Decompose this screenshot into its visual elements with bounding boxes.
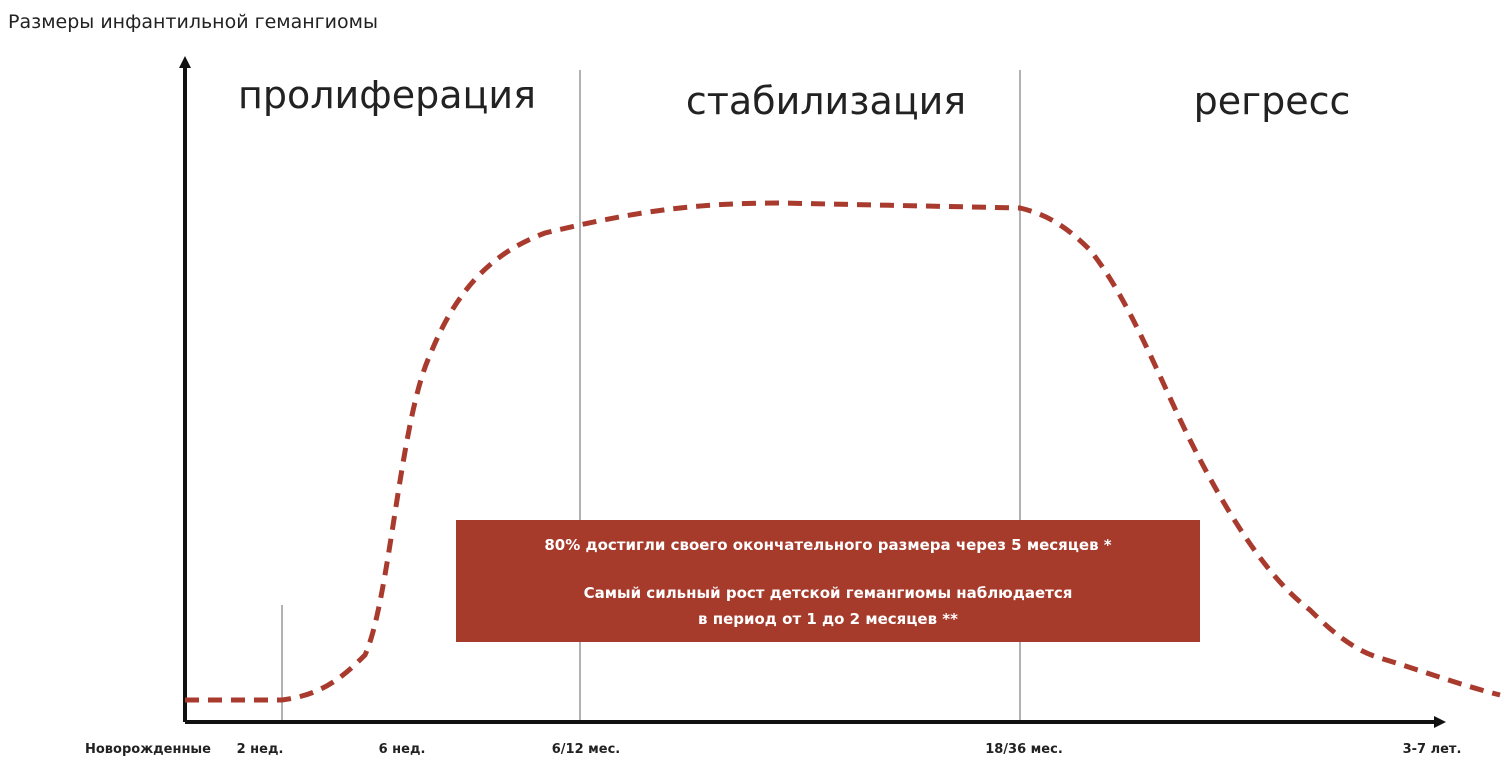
y-axis-label: Размеры инфантильной гемангиомы [8, 11, 378, 33]
note-text: в период от 1 до 2 месяцев ** [698, 610, 958, 628]
growth-curve [185, 200, 1501, 703]
x-label: 3-7 лет. [1403, 742, 1462, 757]
note-text: 80% достигли своего окончательного разме… [544, 536, 1111, 554]
phase-label: пролиферация [238, 73, 536, 117]
x-label: 2 нед. [237, 742, 284, 757]
note-text: Самый сильный рост детской гемангиомы на… [584, 584, 1073, 602]
x-label: 18/36 мес. [985, 742, 1063, 757]
x-label: 6 нед. [379, 742, 426, 757]
x-label: Новорожденные [85, 742, 211, 757]
x-label: 6/12 мес. [552, 742, 621, 757]
note-box [456, 520, 1200, 642]
phase-label: стабилизация [686, 79, 966, 123]
phase-label: регресс [1194, 79, 1351, 123]
